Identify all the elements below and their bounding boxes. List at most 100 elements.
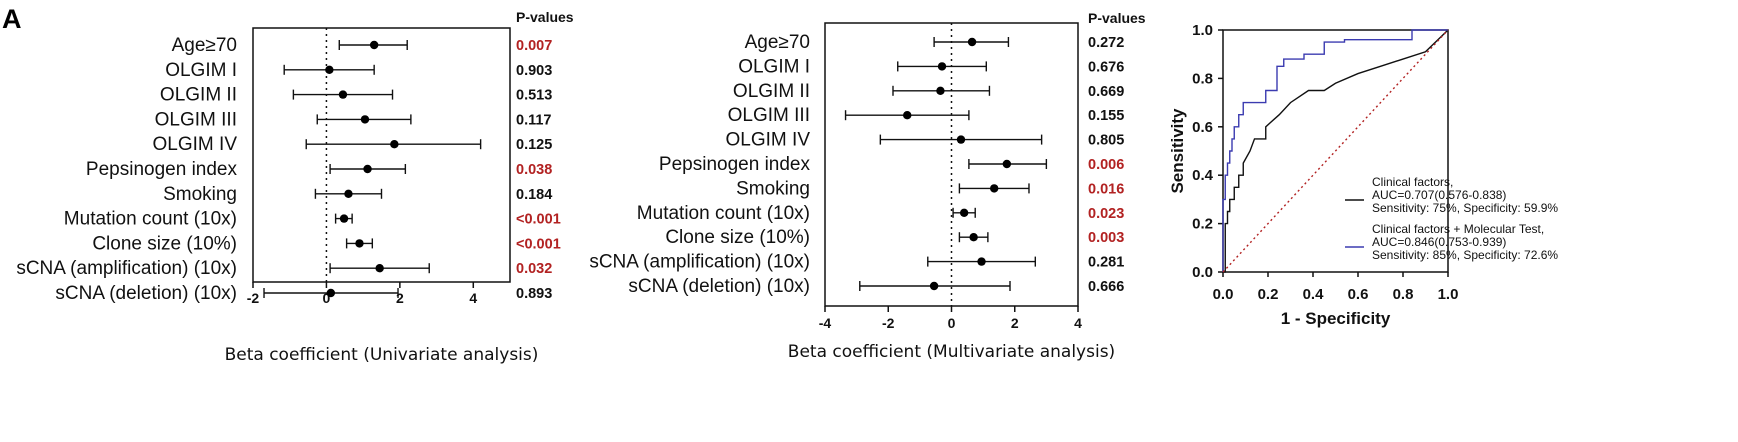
row-label: sCNA (amplification) (10x) bbox=[589, 252, 810, 273]
roc-legend: Clinical factors,AUC=0.707(0.576-0.838)S… bbox=[1345, 175, 1558, 262]
point-estimate bbox=[369, 40, 379, 50]
p-value: 0.903 bbox=[516, 63, 552, 79]
p-value: 0.006 bbox=[1088, 157, 1124, 173]
x-tick-label: 1.0 bbox=[1438, 286, 1459, 303]
p-value: 0.038 bbox=[516, 162, 552, 178]
point-estimate bbox=[355, 239, 364, 248]
point-estimate bbox=[977, 257, 986, 266]
forest-row: OLGIM II 0.669 bbox=[733, 81, 1124, 102]
roc-axes: 0.0 0.2 0.4 0.6 0.8 1.0 0.0 0.2 0.4 0.6 0.8 1.0 bbox=[1192, 22, 1458, 303]
y-tick-label: 0.4 bbox=[1192, 167, 1214, 184]
x-tick-label: -2 bbox=[882, 315, 895, 331]
p-value: 0.003 bbox=[1088, 230, 1124, 246]
forest-row: OLGIM II 0.513 bbox=[160, 85, 552, 106]
x-axis-title: 1 - Specificity bbox=[1281, 309, 1391, 328]
legend-text: AUC=0.707(0.576-0.838) bbox=[1372, 188, 1506, 202]
point-estimate bbox=[390, 140, 399, 149]
roc-curves bbox=[1222, 29, 1449, 273]
x-tick-label: 4 bbox=[469, 290, 477, 306]
legend-text: Sensitivity: 75%, Specificity: 59.9% bbox=[1372, 201, 1558, 215]
y-tick-label: 0.6 bbox=[1192, 119, 1213, 136]
forest-row: Smoking 0.184 bbox=[163, 184, 552, 205]
row-label: Clone size (10%) bbox=[665, 227, 810, 248]
forest-row: Clone size (10%) <0.001 bbox=[92, 233, 560, 254]
forest-row: Clone size (10%) 0.003 bbox=[665, 227, 1124, 248]
legend-text: Sensitivity: 85%, Specificity: 72.6% bbox=[1372, 248, 1558, 262]
forest-row: Age≥70 0.272 bbox=[745, 32, 1125, 53]
x-axis-title: Beta coefficient (Univariate analysis) bbox=[225, 345, 539, 365]
forest-row: OLGIM III 0.155 bbox=[728, 105, 1125, 126]
reference-diagonal bbox=[1222, 29, 1449, 273]
forest-row: OLGIM I 0.676 bbox=[738, 56, 1124, 77]
forest-row: OLGIM IV 0.125 bbox=[153, 134, 553, 155]
row-label: sCNA (deletion) (10x) bbox=[628, 276, 810, 297]
row-label: OLGIM IV bbox=[153, 134, 238, 155]
p-values-header: P-values bbox=[1088, 10, 1146, 26]
point-estimate bbox=[969, 233, 978, 242]
row-label: Clone size (10%) bbox=[92, 233, 237, 254]
x-tick-label: 4 bbox=[1074, 315, 1082, 331]
x-axis: -4 -2 0 2 4 bbox=[819, 306, 1082, 331]
roc-curve bbox=[1223, 29, 1449, 273]
p-value: 0.513 bbox=[516, 88, 552, 104]
p-value: 0.007 bbox=[516, 38, 552, 54]
point-estimate bbox=[989, 184, 999, 193]
forest-row: sCNA (deletion) (10x) 0.666 bbox=[628, 276, 1124, 297]
p-value: 0.155 bbox=[1088, 108, 1124, 124]
p-value: 0.117 bbox=[516, 112, 552, 128]
point-estimate bbox=[363, 164, 372, 174]
forest-row: OLGIM I 0.903 bbox=[165, 60, 552, 81]
row-label: Smoking bbox=[163, 184, 237, 205]
forest-row: OLGIM IV 0.805 bbox=[726, 130, 1125, 151]
forest-row: sCNA (amplification) (10x) 0.032 bbox=[16, 258, 552, 279]
forest-row: Mutation count (10x) <0.001 bbox=[64, 209, 561, 230]
x-tick-label: -2 bbox=[247, 290, 260, 306]
legend-text: AUC=0.846(0.753-0.939) bbox=[1372, 235, 1506, 249]
row-label: OLGIM III bbox=[728, 105, 810, 126]
p-value: 0.016 bbox=[1088, 181, 1124, 197]
x-tick-label: 0.2 bbox=[1258, 286, 1279, 303]
y-tick-label: 0.8 bbox=[1192, 70, 1213, 87]
row-label: sCNA (amplification) (10x) bbox=[16, 258, 237, 279]
point-estimate bbox=[344, 189, 353, 198]
point-estimate bbox=[903, 111, 912, 120]
point-estimate bbox=[338, 90, 348, 99]
point-estimate bbox=[967, 37, 977, 47]
p-value: 0.676 bbox=[1088, 59, 1124, 75]
p-value: 0.666 bbox=[1088, 279, 1124, 295]
p-value: 0.032 bbox=[516, 261, 552, 277]
x-tick-label: 0.0 bbox=[1213, 286, 1234, 303]
row-label: Pepsinogen index bbox=[659, 154, 811, 175]
p-value: 0.023 bbox=[1088, 206, 1124, 222]
point-estimate bbox=[936, 86, 945, 96]
x-axis: -2 0 2 4 bbox=[247, 282, 477, 306]
point-estimate bbox=[325, 65, 334, 75]
forest-row: sCNA (deletion) (10x) 0.893 bbox=[55, 283, 552, 304]
row-label: Age≥70 bbox=[745, 32, 810, 53]
forest-row: Pepsinogen index 0.006 bbox=[659, 154, 1124, 175]
roc-curve-plot: 0.0 0.2 0.4 0.6 0.8 1.0 0.0 0.2 0.4 0.6 0.8 1.0 Cli… bbox=[1168, 22, 1558, 328]
row-label: Pepsinogen index bbox=[86, 159, 238, 180]
x-tick-label: 0.6 bbox=[1348, 286, 1369, 303]
row-label: sCNA (deletion) (10x) bbox=[55, 283, 237, 304]
row-label: OLGIM IV bbox=[726, 130, 811, 151]
x-tick-label: -4 bbox=[819, 315, 832, 331]
point-estimate bbox=[339, 214, 349, 223]
row-label: Mutation count (10x) bbox=[637, 203, 810, 224]
forest-row: Pepsinogen index 0.038 bbox=[86, 159, 552, 180]
point-estimate bbox=[375, 264, 384, 273]
forest-plot-multivariate: -4 -2 0 2 4 Age≥70 0.272 OLGIM I 0.676 OLGIM II 0… bbox=[589, 10, 1145, 362]
plot-frame bbox=[252, 27, 511, 283]
row-label: Mutation count (10x) bbox=[64, 209, 237, 230]
row-label: OLGIM III bbox=[155, 109, 237, 130]
point-estimate bbox=[360, 115, 370, 124]
x-tick-label: 0.8 bbox=[1393, 286, 1414, 303]
row-label: OLGIM II bbox=[160, 85, 237, 106]
x-tick-label: 2 bbox=[1011, 315, 1019, 331]
plot-frame bbox=[1222, 29, 1449, 273]
point-estimate bbox=[937, 62, 947, 71]
row-label: Age≥70 bbox=[172, 35, 237, 56]
forest-row: sCNA (amplification) (10x) 0.281 bbox=[589, 252, 1124, 273]
legend-text: Clinical factors + Molecular Test, bbox=[1372, 222, 1544, 236]
